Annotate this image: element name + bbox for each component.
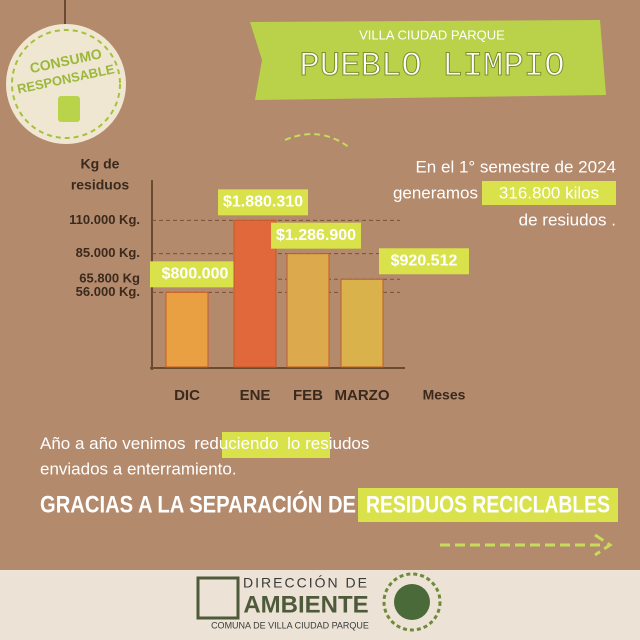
y-tick-label: 65.800 Kg [79, 271, 140, 286]
annotation-box [150, 261, 240, 288]
footer-band [0, 570, 640, 640]
message-text: Año a año venimos reduciendo lo resiudos [40, 434, 369, 453]
badge-ring [11, 29, 121, 139]
summary-text: generamos [393, 183, 478, 202]
y-tick-label: 85.000 Kg. [76, 245, 140, 260]
logo [196, 576, 240, 620]
message-highlight: reduciendo [194, 434, 278, 453]
annotation: $800.000 [162, 266, 229, 283]
closing-highlight: RESIDUOS RECICLABLES [366, 491, 610, 518]
x-tick-label: DIC [174, 387, 200, 404]
annotation-box [271, 222, 361, 249]
y-axis-label: Kg de [81, 156, 120, 172]
annotation: $1.880.310 [223, 194, 303, 211]
bar [340, 278, 384, 368]
badge [6, 24, 126, 144]
summary-text: En el 1° semestre de 2024 [415, 157, 616, 176]
x-tick-label: FEB [293, 387, 323, 404]
arrow [440, 533, 613, 557]
x-tick-label: ENE [240, 387, 271, 404]
y-axis-label: residuos [71, 177, 130, 193]
footer-text: DIRECCIÓN DE [243, 575, 369, 591]
summary-text: de resiudos . [519, 210, 616, 229]
highlight [222, 432, 330, 458]
bar [233, 219, 277, 368]
arrow [284, 133, 351, 149]
x-tick-label: MARZO [335, 387, 390, 404]
globe-logo [394, 584, 430, 620]
highlight [482, 181, 616, 205]
bag-icon [58, 96, 80, 122]
message-text: lo resiudos [287, 434, 369, 453]
footer-text: COMUNA DE VILLA CIUDAD PARQUE [211, 620, 369, 630]
banner [250, 20, 606, 100]
annotation-box [379, 248, 469, 275]
globe-logo [382, 572, 442, 632]
x-axis-label: Meses [423, 387, 466, 403]
message-text: enviados a enterramiento. [40, 459, 237, 478]
closing-text: GRACIAS A LA SEPARACIÓN DE [40, 490, 356, 518]
y-tick-label: 110.000 Kg. [69, 212, 140, 227]
annotation: $920.512 [391, 252, 458, 269]
highlight [358, 488, 618, 522]
bar [286, 253, 330, 368]
y-tick-label: 56.000 Kg. [76, 284, 140, 299]
footer-title: AMBIENTE [243, 591, 368, 618]
summary-highlight: 316.800 kilos [499, 183, 599, 202]
message-text: Año a año venimos [40, 434, 186, 453]
banner-title: PUEBLO LIMPIO [299, 48, 564, 86]
plot: 110.000 Kg. 56.000 Kg. 85.000 Kg. 65.800 Kg… [69, 189, 469, 404]
bar [165, 291, 209, 368]
annotation-box [218, 189, 308, 216]
annotation: $1.286.900 [276, 227, 356, 244]
banner-subtitle: VILLA CIUDAD PARQUE [359, 27, 505, 42]
